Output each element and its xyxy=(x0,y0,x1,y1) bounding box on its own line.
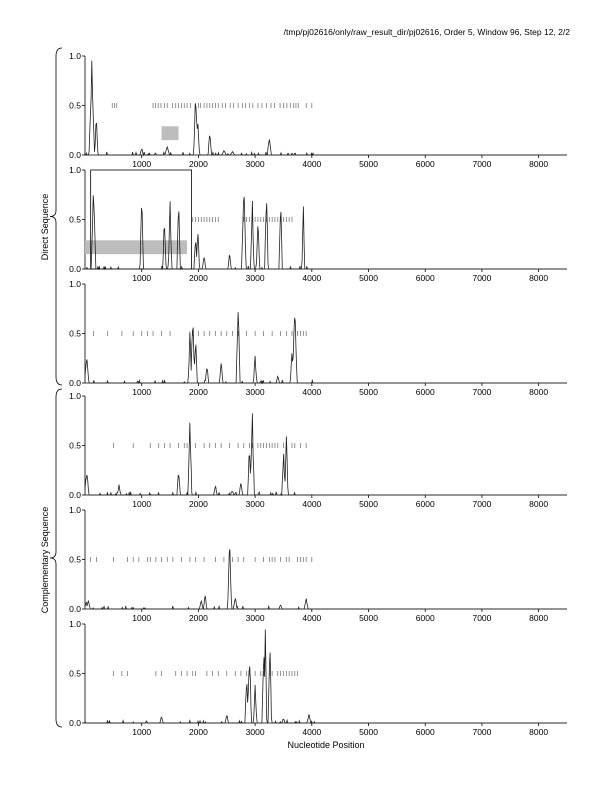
series-line xyxy=(84,413,567,497)
x-tick-label: 3000 xyxy=(246,499,265,509)
y-tick-label: 0.0 xyxy=(69,604,81,614)
x-tick-label: 7000 xyxy=(472,273,491,283)
series-line xyxy=(84,549,567,611)
highlight-region xyxy=(161,126,179,141)
series-line xyxy=(85,60,567,157)
panel-3: 0.0 0.5 1.0 1000 2000 3000 4000 5000 6000 7000 800… xyxy=(69,279,567,397)
x-tick-label: 7000 xyxy=(472,499,491,509)
x-tick-label: 7000 xyxy=(472,727,491,737)
x-tick-label: 4000 xyxy=(302,727,321,737)
x-tick-label: 3000 xyxy=(246,273,265,283)
y-tick-label: 1.0 xyxy=(69,505,81,515)
y-tick-label: 0.5 xyxy=(69,101,81,111)
y-tick-label: 0.0 xyxy=(69,718,81,728)
x-tick-label: 8000 xyxy=(529,499,548,509)
panel-1: 0.0 0.5 1.0 1000 2000 3000 4000 5000 6000 7000 800… xyxy=(69,51,567,169)
series-line xyxy=(84,629,567,725)
y-tick-label: 1.0 xyxy=(69,279,81,289)
x-tick-label: 5000 xyxy=(359,727,378,737)
x-tick-label: 5000 xyxy=(359,273,378,283)
panel-6: 0.0 0.5 1.0 1000 2000 3000 4000 5000 6000 7000 800… xyxy=(69,619,567,737)
y-tick-label: 0.5 xyxy=(69,329,81,339)
group-label-complementary: Complementary Sequence xyxy=(40,507,50,614)
x-tick-label: 3000 xyxy=(246,613,265,623)
x-tick-label: 8000 xyxy=(529,727,548,737)
window-outline xyxy=(90,169,193,270)
x-tick-label: 1000 xyxy=(132,387,151,397)
x-tick-label: 2000 xyxy=(189,499,208,509)
x-tick-label: 6000 xyxy=(416,387,435,397)
group-label-direct: Direct Sequence xyxy=(40,194,50,261)
highlight-region xyxy=(85,240,188,255)
x-axis-label: Nucleotide Position xyxy=(287,740,364,750)
x-tick-label: 8000 xyxy=(529,159,548,169)
x-tick-label: 4000 xyxy=(302,387,321,397)
y-tick-label: 0.0 xyxy=(69,490,81,500)
x-tick-label: 1000 xyxy=(132,273,151,283)
y-tick-label: 0.0 xyxy=(69,264,81,274)
x-tick-label: 6000 xyxy=(416,613,435,623)
x-tick-label: 3000 xyxy=(246,159,265,169)
panel-4: 0.0 0.5 1.0 1000 2000 3000 4000 5000 6000 7000 800… xyxy=(69,391,567,509)
x-tick-label: 7000 xyxy=(472,387,491,397)
y-tick-label: 1.0 xyxy=(69,165,81,175)
x-tick-label: 3000 xyxy=(246,387,265,397)
x-tick-label: 1000 xyxy=(132,159,151,169)
x-tick-label: 4000 xyxy=(302,159,321,169)
x-tick-label: 7000 xyxy=(472,159,491,169)
series-line xyxy=(84,312,567,385)
y-tick-label: 0.5 xyxy=(69,441,81,451)
x-tick-label: 2000 xyxy=(189,273,208,283)
panel-2: 0.0 0.5 1.0 1000 2000 3000 4000 5000 6000 7000 800… xyxy=(69,165,567,283)
x-tick-label: 6000 xyxy=(416,499,435,509)
complementary-sequence-bracket xyxy=(49,388,63,728)
x-tick-label: 3000 xyxy=(246,727,265,737)
x-tick-label: 8000 xyxy=(529,387,548,397)
x-tick-label: 4000 xyxy=(302,613,321,623)
x-tick-label: 8000 xyxy=(529,613,548,623)
y-tick-label: 0.0 xyxy=(69,150,81,160)
x-tick-label: 4000 xyxy=(302,499,321,509)
page-title: /tmp/pj02616/only/raw_result_dir/pj02616… xyxy=(283,27,570,37)
x-tick-label: 5000 xyxy=(359,499,378,509)
y-tick-label: 1.0 xyxy=(69,51,81,61)
x-tick-label: 4000 xyxy=(302,273,321,283)
y-tick-label: 0.0 xyxy=(69,378,81,388)
x-tick-label: 1000 xyxy=(132,613,151,623)
y-tick-label: 1.0 xyxy=(69,619,81,629)
x-tick-label: 5000 xyxy=(359,159,378,169)
series-line xyxy=(85,195,567,271)
panel-5: 0.0 0.5 1.0 1000 2000 3000 4000 5000 6000 7000 800… xyxy=(69,505,567,623)
x-tick-label: 5000 xyxy=(359,613,378,623)
y-tick-label: 1.0 xyxy=(69,391,81,401)
x-tick-label: 1000 xyxy=(132,499,151,509)
x-tick-label: 2000 xyxy=(189,727,208,737)
x-tick-label: 6000 xyxy=(416,727,435,737)
y-tick-label: 0.5 xyxy=(69,215,81,225)
x-tick-label: 2000 xyxy=(189,159,208,169)
x-tick-label: 5000 xyxy=(359,387,378,397)
y-tick-label: 0.5 xyxy=(69,555,81,565)
x-tick-label: 6000 xyxy=(416,273,435,283)
x-tick-label: 2000 xyxy=(189,613,208,623)
x-tick-label: 8000 xyxy=(529,273,548,283)
chart-panels: 0.0 0.5 1.0 1000 2000 3000 4000 5000 6000 7000 800… xyxy=(69,51,567,737)
group-brackets xyxy=(49,47,63,728)
x-tick-label: 2000 xyxy=(189,387,208,397)
x-tick-label: 7000 xyxy=(472,613,491,623)
x-tick-label: 1000 xyxy=(132,727,151,737)
y-tick-label: 0.5 xyxy=(69,669,81,679)
x-tick-label: 6000 xyxy=(416,159,435,169)
direct-sequence-bracket xyxy=(49,47,63,386)
